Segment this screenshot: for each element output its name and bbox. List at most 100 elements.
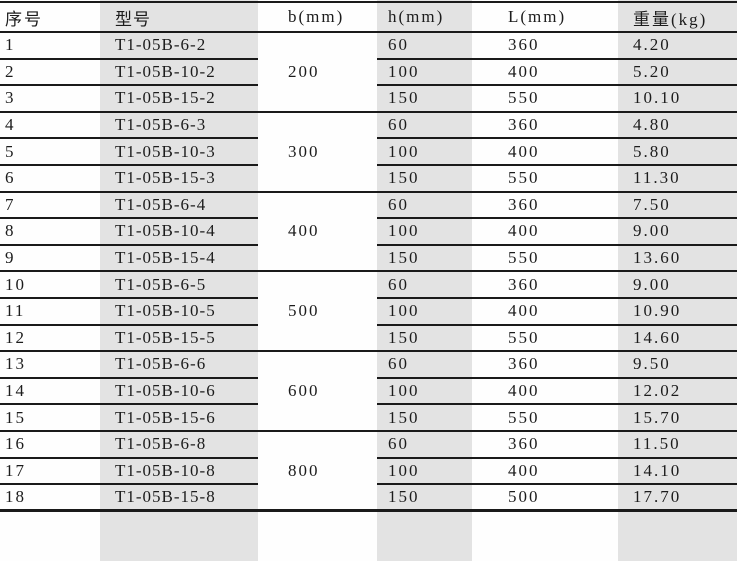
cell-model: T1-05B-15-8 xyxy=(100,484,258,512)
cell-l: 360 xyxy=(472,111,618,140)
cell-model: T1-05B-6-5 xyxy=(100,271,258,299)
table-row: 10 T1-05B-6-5 500 60 360 9.00 xyxy=(0,271,737,353)
cell-h: 60 xyxy=(377,271,472,299)
table-row: 14 T1-05B-10-6 100 400 12.02 xyxy=(0,377,737,406)
cell-l: 400 xyxy=(472,377,618,406)
cell-weight: 9.00 xyxy=(618,271,737,299)
cell-weight: 9.50 xyxy=(618,351,737,379)
cell-l: 500 xyxy=(472,484,618,512)
cell-model: T1-05B-10-5 xyxy=(100,297,258,326)
cell-weight: 4.80 xyxy=(618,111,737,140)
cell-weight: 7.50 xyxy=(618,191,737,220)
cell-weight: 11.30 xyxy=(618,164,737,193)
cell-b-merged: 800 xyxy=(258,430,377,512)
cell-serial: 12 xyxy=(0,324,100,353)
cell-b-merged: 400 xyxy=(258,191,377,273)
cell-h: 100 xyxy=(377,218,472,246)
header-cell-weight: 重量(kg) xyxy=(618,2,737,33)
cell-weight: 14.60 xyxy=(618,324,737,353)
cell-serial: 11 xyxy=(0,297,100,326)
cell-weight: 10.90 xyxy=(618,297,737,326)
table-row: 6 T1-05B-15-3 150 550 11.30 xyxy=(0,164,737,193)
cell-h: 100 xyxy=(377,297,472,326)
cell-b-merged: 200 xyxy=(258,32,377,113)
cell-model: T1-05B-10-2 xyxy=(100,58,258,87)
cell-h: 150 xyxy=(377,404,472,432)
cell-l: 400 xyxy=(472,138,618,166)
table-row: 5 T1-05B-10-3 100 400 5.80 xyxy=(0,138,737,166)
cell-h: 60 xyxy=(377,430,472,459)
cell-weight: 12.02 xyxy=(618,377,737,406)
cell-b-merged: 500 xyxy=(258,271,377,353)
cell-h: 150 xyxy=(377,244,472,273)
cell-weight: 15.70 xyxy=(618,404,737,432)
table-row: 4 T1-05B-6-3 300 60 360 4.80 xyxy=(0,111,737,193)
cell-model: T1-05B-10-6 xyxy=(100,377,258,406)
cell-model: T1-05B-10-3 xyxy=(100,138,258,166)
cell-weight: 17.70 xyxy=(618,484,737,512)
table-row: 9 T1-05B-15-4 150 550 13.60 xyxy=(0,244,737,273)
cell-weight: 5.80 xyxy=(618,138,737,166)
cell-h: 60 xyxy=(377,111,472,140)
cell-serial: 6 xyxy=(0,164,100,193)
table-row: 13 T1-05B-6-6 600 60 360 9.50 xyxy=(0,351,737,432)
cell-serial: 4 xyxy=(0,111,100,140)
cell-model: T1-05B-10-4 xyxy=(100,218,258,246)
cell-model: T1-05B-15-6 xyxy=(100,404,258,432)
cell-serial: 1 xyxy=(0,32,100,60)
cell-h: 150 xyxy=(377,85,472,113)
cell-l: 400 xyxy=(472,457,618,486)
cell-serial: 5 xyxy=(0,138,100,166)
table-row: 7 T1-05B-6-4 400 60 360 7.50 xyxy=(0,191,737,273)
cell-model: T1-05B-6-6 xyxy=(100,351,258,379)
cell-l: 360 xyxy=(472,430,618,459)
cell-serial: 14 xyxy=(0,377,100,406)
cell-l: 550 xyxy=(472,324,618,353)
cell-h: 60 xyxy=(377,32,472,60)
cell-h: 60 xyxy=(377,351,472,379)
table-row: 15 T1-05B-15-6 150 550 15.70 xyxy=(0,404,737,432)
cell-l: 360 xyxy=(472,191,618,220)
cell-l: 550 xyxy=(472,244,618,273)
table-row: 18 T1-05B-15-8 150 500 17.70 xyxy=(0,484,737,512)
table-row: 1 T1-05B-6-2 200 60 360 4.20 xyxy=(0,32,737,113)
cell-serial: 10 xyxy=(0,271,100,299)
cell-model: T1-05B-15-2 xyxy=(100,85,258,113)
cell-h: 100 xyxy=(377,58,472,87)
cell-l: 360 xyxy=(472,271,618,299)
cell-serial: 17 xyxy=(0,457,100,486)
table-body: 1 T1-05B-6-2 200 60 360 4.20 2 T1-05B-10-2 100 40… xyxy=(0,32,737,512)
cell-model: T1-05B-10-8 xyxy=(100,457,258,486)
cell-weight: 10.10 xyxy=(618,85,737,113)
header-cell-b: b(mm) xyxy=(258,2,377,33)
cell-serial: 15 xyxy=(0,404,100,432)
header-cell-l: L(mm) xyxy=(472,2,618,33)
header-cell-h: h(mm) xyxy=(377,2,472,33)
cell-serial: 7 xyxy=(0,191,100,220)
cell-l: 400 xyxy=(472,297,618,326)
cell-b-merged: 300 xyxy=(258,111,377,193)
cell-model: T1-05B-6-3 xyxy=(100,111,258,140)
cell-l: 360 xyxy=(472,351,618,379)
cell-serial: 13 xyxy=(0,351,100,379)
table-row: 2 T1-05B-10-2 100 400 5.20 xyxy=(0,58,737,87)
cell-model: T1-05B-15-3 xyxy=(100,164,258,193)
cell-serial: 2 xyxy=(0,58,100,87)
cell-serial: 9 xyxy=(0,244,100,273)
cell-serial: 8 xyxy=(0,218,100,246)
cell-l: 550 xyxy=(472,85,618,113)
cell-weight: 13.60 xyxy=(618,244,737,273)
table-header-row: 序号 型号 b(mm) h(mm) L(mm) 重量(kg) xyxy=(0,2,737,33)
cell-h: 150 xyxy=(377,324,472,353)
cell-l: 400 xyxy=(472,218,618,246)
cell-model: T1-05B-6-8 xyxy=(100,430,258,459)
cell-l: 550 xyxy=(472,404,618,432)
table-row: 11 T1-05B-10-5 100 400 10.90 xyxy=(0,297,737,326)
cell-h: 100 xyxy=(377,377,472,406)
cell-l: 550 xyxy=(472,164,618,193)
cell-model: T1-05B-6-4 xyxy=(100,191,258,220)
cell-h: 100 xyxy=(377,457,472,486)
cell-h: 100 xyxy=(377,138,472,166)
header-cell-serial: 序号 xyxy=(0,2,100,33)
